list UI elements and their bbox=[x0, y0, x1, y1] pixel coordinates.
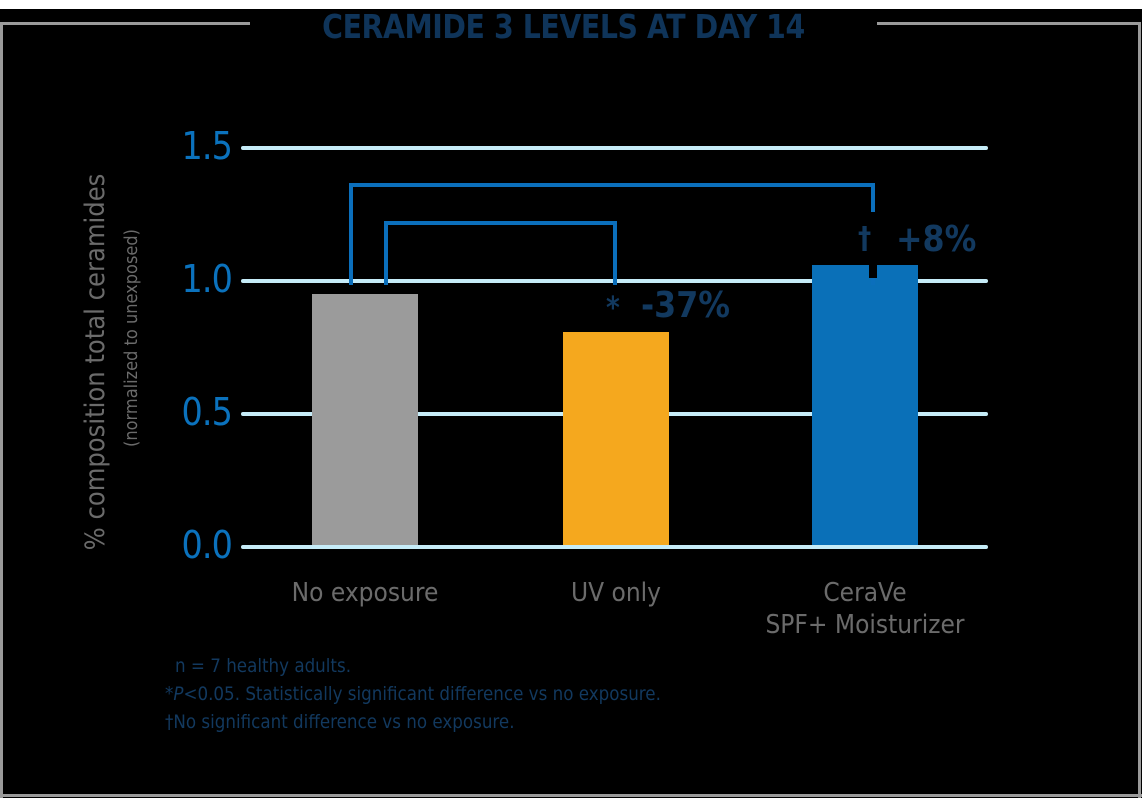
footnote-no-significance: †No significant difference vs no exposur… bbox=[165, 711, 515, 733]
y-tick-label: 1.0 bbox=[181, 257, 232, 301]
footnote-p-text: <0.05. Statistically significant differe… bbox=[183, 683, 661, 705]
gridline bbox=[241, 545, 988, 549]
frame-bottom bbox=[0, 794, 1142, 797]
footnote-significance: *P<0.05. Statistically significant diffe… bbox=[165, 680, 661, 708]
annotation-uv-change: -37% bbox=[641, 285, 730, 326]
x-category-label: No exposure bbox=[291, 578, 439, 608]
y-tick-label: 1.5 bbox=[181, 124, 232, 168]
annotation-cerave-change: +8% bbox=[896, 219, 977, 260]
x-category-label: CeraVe SPF+ Moisturizer bbox=[765, 578, 965, 640]
annotation-symbol-dagger: † bbox=[858, 221, 872, 256]
annotation-symbol-star: * bbox=[606, 291, 620, 326]
gridline bbox=[241, 146, 988, 150]
x-category-label: UV only bbox=[570, 578, 662, 608]
comparison-bracket-uv bbox=[384, 221, 617, 285]
frame-top-left bbox=[0, 22, 250, 25]
bar-cerave-spf-moisturizer bbox=[812, 265, 918, 545]
bracket-leg-mask bbox=[869, 212, 877, 278]
frame-left bbox=[0, 22, 3, 798]
chart-title: CERAMIDE 3 LEVELS AT DAY 14 bbox=[322, 7, 805, 46]
footnote-sample-size: n = 7 healthy adults. bbox=[175, 655, 352, 677]
bar-uv-only bbox=[563, 331, 669, 545]
y-tick-label: 0.0 bbox=[181, 523, 232, 567]
y-axis-label: % composition total ceramides bbox=[80, 173, 111, 551]
y-axis-sublabel: (normalized to unexposed) bbox=[121, 229, 142, 447]
comparison-bracket-cerave bbox=[349, 183, 875, 285]
frame-top-right bbox=[877, 22, 1141, 25]
bar-no-exposure bbox=[312, 294, 418, 545]
y-tick-label: 0.5 bbox=[181, 390, 232, 434]
footnote-star: * bbox=[165, 683, 174, 705]
footnote-p: P bbox=[173, 683, 184, 705]
frame-right bbox=[1138, 22, 1141, 798]
